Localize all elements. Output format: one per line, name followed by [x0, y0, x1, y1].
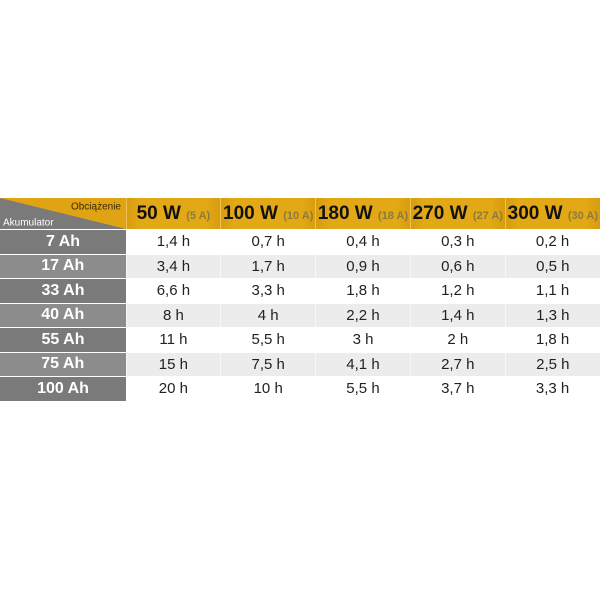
svg-text:Akumulator: Akumulator [3, 218, 54, 229]
svg-text:Obciążenie: Obciążenie [71, 202, 121, 213]
